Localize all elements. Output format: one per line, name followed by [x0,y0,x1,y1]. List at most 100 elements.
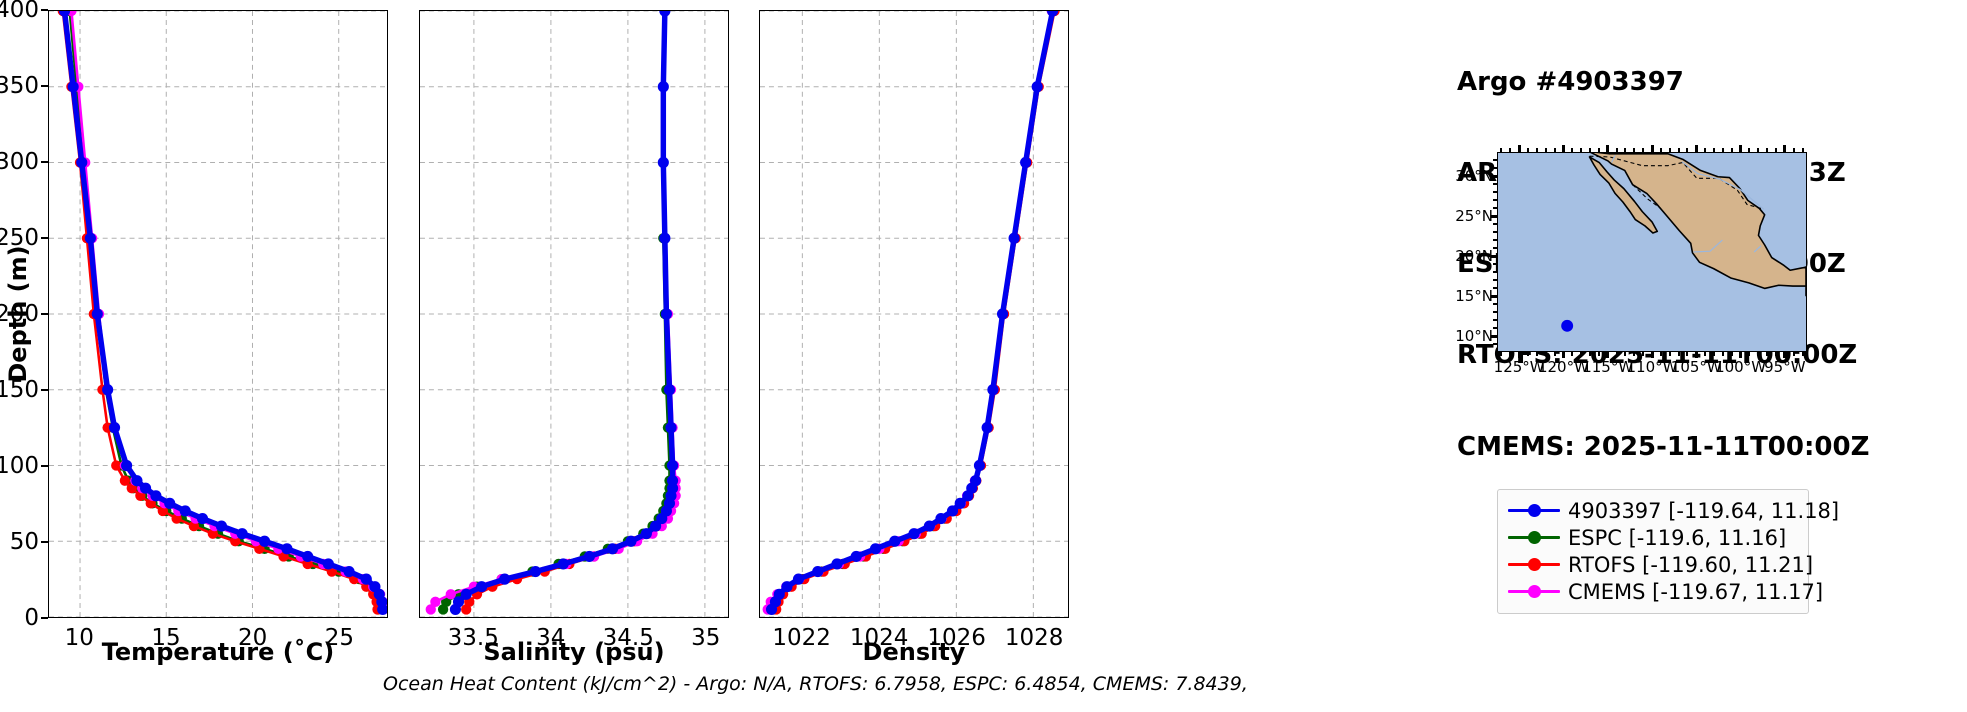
x-tick-label: 33.5 [447,625,499,651]
map-lat-minor-tick [1493,159,1497,161]
map-lon-minor-tick [1597,148,1600,152]
legend-label-cmems: CMEMS [-119.67, 11.17] [1568,579,1824,604]
map-lat-minor-tick [1493,231,1497,233]
x-tick-label: 1022 [772,625,831,651]
map-lon-minor-tick [1642,352,1645,356]
depth-tick-mark [41,237,48,239]
map-lat-minor-tick [1493,311,1497,313]
map-lon-minor-tick [1677,352,1680,356]
map-lon-minor-tick [1748,148,1751,152]
map-lon-minor-tick [1668,352,1671,356]
legend-label-espc: ESPC [-119.6, 11.16] [1568,525,1787,550]
map-lon-minor-tick [1571,352,1574,356]
depth-tick-label: 0 [24,605,39,631]
temperature-plot-area [48,10,388,618]
depth-tick-label: 250 [0,225,39,251]
map-lon-minor-tick [1659,148,1662,152]
map-lon-minor-tick [1527,352,1529,356]
density-axis-label: Density [862,638,966,666]
map-lon-minor-tick [1651,352,1653,356]
map-lon-minor-tick [1589,148,1591,152]
map-lon-minor-tick [1801,148,1804,152]
x-tick-label: 15 [151,625,181,651]
map-lat-minor-tick [1493,279,1497,281]
salinity-profile-panel [419,10,729,618]
depth-tick-label: 300 [0,149,39,175]
map-lon-minor-tick [1739,352,1742,356]
legend-key-rtofs [1508,555,1560,575]
map-lon-tick-label: 115°W [1582,358,1634,376]
map-lon-minor-tick [1792,352,1795,356]
map-lon-minor-tick [1624,352,1627,356]
map-lon-minor-tick [1562,148,1565,152]
x-tick-label: 34 [536,625,566,651]
depth-tick-mark [41,541,48,543]
map-lon-minor-tick [1615,352,1618,356]
map-lon-minor-tick [1500,352,1503,356]
depth-tick-mark [41,617,48,619]
map-lat-minor-tick [1493,207,1497,209]
map-lon-minor-tick [1571,148,1574,152]
temperature-profile-panel [48,10,388,618]
series-legend: 4903397 [-119.64, 11.18] ESPC [-119.6, 1… [1497,489,1839,614]
depth-tick-label: 350 [0,73,39,99]
legend-item-rtofs[interactable]: RTOFS [-119.60, 11.21] [1508,551,1813,578]
map-lat-minor-tick [1493,183,1497,185]
map-lat-minor-tick [1493,199,1497,201]
temperature-series-svg [49,11,387,617]
map-lon-minor-tick [1509,148,1512,152]
map-lon-minor-tick [1562,352,1565,356]
depth-tick-label: 50 [9,529,39,555]
density-plot-area [759,10,1069,618]
map-lon-minor-tick [1633,148,1636,152]
legend-item-argo[interactable]: 4903397 [-119.64, 11.18] [1508,497,1839,524]
map-lon-minor-tick [1686,352,1689,356]
depth-tick-mark [41,9,48,11]
legend-key-argo [1508,501,1560,521]
map-lat-minor-tick [1493,239,1497,241]
map-lon-minor-tick [1535,352,1538,356]
map-lat-minor-tick [1493,191,1497,193]
legend-key-espc [1508,528,1560,548]
map-lon-minor-tick [1509,352,1512,356]
map-lat-minor-tick [1493,287,1497,289]
map-lon-minor-tick [1757,148,1760,152]
map-lat-minor-tick [1493,263,1497,265]
map-lon-minor-tick [1633,352,1636,356]
map-lon-minor-tick [1721,352,1724,356]
map-lon-minor-tick [1704,148,1707,152]
x-tick-label: 35 [691,625,721,651]
map-lon-minor-tick [1606,352,1609,356]
map-lon-tick-label: 100°W [1715,358,1767,376]
map-lon-minor-tick [1757,352,1760,356]
map-lon-minor-tick [1544,148,1547,152]
map-lon-tick-label: 120°W [1537,358,1589,376]
map-lat-minor-tick [1493,303,1497,305]
map-lon-minor-tick [1766,148,1769,152]
map-lat-minor-tick [1493,335,1497,337]
x-tick-label: 25 [324,625,355,651]
map-lon-minor-tick [1659,352,1662,356]
map-lon-minor-tick [1730,352,1733,356]
map-lat-tick-label: 20°N [1455,247,1493,265]
map-lon-minor-tick [1544,352,1547,356]
map-lat-tick-label: 15°N [1455,287,1493,305]
depth-tick-mark [41,85,48,87]
legend-item-espc[interactable]: ESPC [-119.6, 11.16] [1508,524,1798,551]
map-lon-minor-tick [1624,148,1627,152]
map-lon-minor-tick [1748,352,1751,356]
depth-tick-mark [41,161,48,163]
map-lon-minor-tick [1704,352,1707,356]
map-lon-minor-tick [1615,148,1618,152]
map-lon-minor-tick [1535,148,1538,152]
map-lon-minor-tick [1783,148,1786,152]
map-lat-minor-tick [1493,271,1497,273]
map-lat-minor-tick [1493,247,1497,249]
map-lat-minor-tick [1493,167,1497,169]
map-lon-minor-tick [1677,148,1680,152]
legend-label-argo: 4903397 [-119.64, 11.18] [1568,498,1840,523]
depth-tick-label: 400 [0,0,39,23]
legend-item-cmems[interactable]: CMEMS [-119.67, 11.17] [1508,578,1823,605]
map-lon-minor-tick [1518,352,1521,356]
map-lon-tick-label: 105°W [1670,358,1722,376]
